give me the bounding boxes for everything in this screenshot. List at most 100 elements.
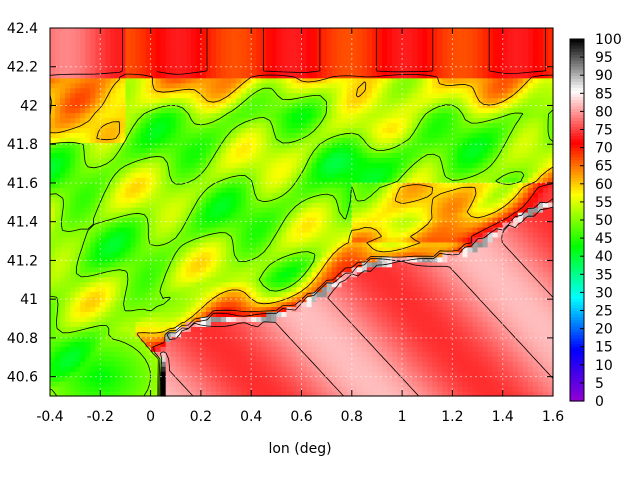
heatmap-cell [291, 381, 298, 387]
heatmap-cell [487, 366, 494, 372]
heatmap-cell [412, 351, 418, 357]
heatmap-cell [140, 177, 147, 183]
heatmap-cell [145, 251, 152, 258]
heatmap-cell [205, 331, 212, 337]
heatmap-cell [65, 321, 71, 327]
heatmap-cell [366, 207, 373, 213]
heatmap-cell [195, 371, 202, 377]
heatmap-cell [276, 296, 282, 303]
heatmap-cell [85, 356, 91, 362]
heatmap-cell [60, 351, 66, 357]
heatmap-cell [532, 207, 539, 213]
heatmap-cell [407, 147, 413, 153]
heatmap-cell [356, 202, 363, 208]
heatmap-cell [402, 212, 408, 218]
heatmap-cell [150, 197, 157, 203]
heatmap-cell [537, 311, 544, 318]
heatmap-cell [497, 351, 504, 357]
heatmap-cell [417, 251, 423, 258]
heatmap-cell [195, 182, 202, 188]
heatmap-cell [361, 376, 368, 382]
heatmap-cell [412, 341, 418, 347]
heatmap-cell [236, 192, 242, 198]
heatmap-cell [321, 276, 328, 283]
heatmap-cell [60, 192, 66, 198]
heatmap-cell [110, 341, 116, 347]
heatmap-cell [316, 361, 323, 367]
heatmap-cell [387, 236, 393, 243]
heatmap-cell [251, 216, 257, 223]
heatmap-cell [155, 207, 162, 213]
heatmap-cell [336, 256, 343, 263]
heatmap-cell [482, 231, 489, 238]
heatmap-cell [60, 356, 66, 362]
heatmap-cell [120, 231, 127, 238]
heatmap-cell [105, 157, 111, 163]
heatmap-cell [281, 261, 288, 268]
heatmap-cell [437, 361, 443, 367]
heatmap-cell [407, 172, 413, 178]
heatmap-cell [135, 266, 142, 273]
heatmap-cell [356, 197, 363, 203]
heatmap-cell [165, 351, 172, 357]
heatmap-cell [145, 341, 152, 347]
heatmap-cell [271, 226, 277, 233]
heatmap-cell [517, 251, 524, 258]
heatmap-cell [467, 187, 474, 193]
heatmap-cell [326, 306, 333, 313]
heatmap-cell [215, 226, 222, 233]
heatmap-cell [170, 341, 177, 347]
heatmap-cell [527, 331, 534, 337]
heatmap-cell [376, 381, 383, 387]
heatmap-cell [381, 386, 388, 392]
heatmap-cell [376, 316, 383, 322]
heatmap-cell [397, 296, 403, 303]
heatmap-cell [492, 266, 499, 273]
heatmap-cell [381, 306, 388, 313]
heatmap-cell [472, 182, 479, 188]
heatmap-cell [125, 236, 132, 243]
heatmap-cell [286, 391, 293, 397]
heatmap-cell [427, 311, 433, 318]
heatmap-cell [457, 331, 464, 337]
heatmap-cell [427, 276, 433, 283]
heatmap-cell [331, 311, 338, 318]
heatmap-cell [100, 376, 106, 382]
heatmap-cell [532, 386, 539, 392]
heatmap-cell [281, 251, 288, 258]
heatmap-cell [185, 326, 192, 332]
heatmap-cell [175, 281, 182, 288]
heatmap-cell [281, 346, 288, 352]
heatmap-cell [316, 326, 323, 332]
heatmap-cell [210, 147, 217, 153]
heatmap-cell [346, 226, 353, 233]
heatmap-cell [60, 266, 66, 273]
heatmap-cell [266, 386, 272, 392]
heatmap-cell [175, 147, 182, 153]
heatmap-cell [477, 251, 484, 258]
heatmap-cell [155, 236, 162, 243]
heatmap-cell [210, 216, 217, 223]
heatmap-cell [346, 231, 353, 238]
heatmap-cell [527, 271, 534, 278]
heatmap-cell [241, 291, 247, 298]
heatmap-cell [412, 167, 418, 173]
heatmap-cell [251, 197, 257, 203]
heatmap-cell [397, 316, 403, 322]
heatmap-cell [351, 381, 358, 387]
heatmap-cell [392, 321, 398, 327]
heatmap-cell [442, 212, 448, 218]
heatmap-cell [341, 226, 348, 233]
heatmap-cell [135, 311, 142, 318]
heatmap-cell [517, 212, 524, 218]
heatmap-cell [130, 212, 137, 218]
heatmap-cell [281, 351, 288, 357]
heatmap-cell [105, 376, 111, 382]
heatmap-cell [180, 321, 187, 327]
heatmap-cell [512, 152, 519, 158]
heatmap-cell [190, 381, 197, 387]
heatmap-cell [336, 301, 343, 308]
heatmap-cell [316, 271, 323, 278]
heatmap-cell [366, 321, 373, 327]
heatmap-cell [135, 391, 142, 397]
